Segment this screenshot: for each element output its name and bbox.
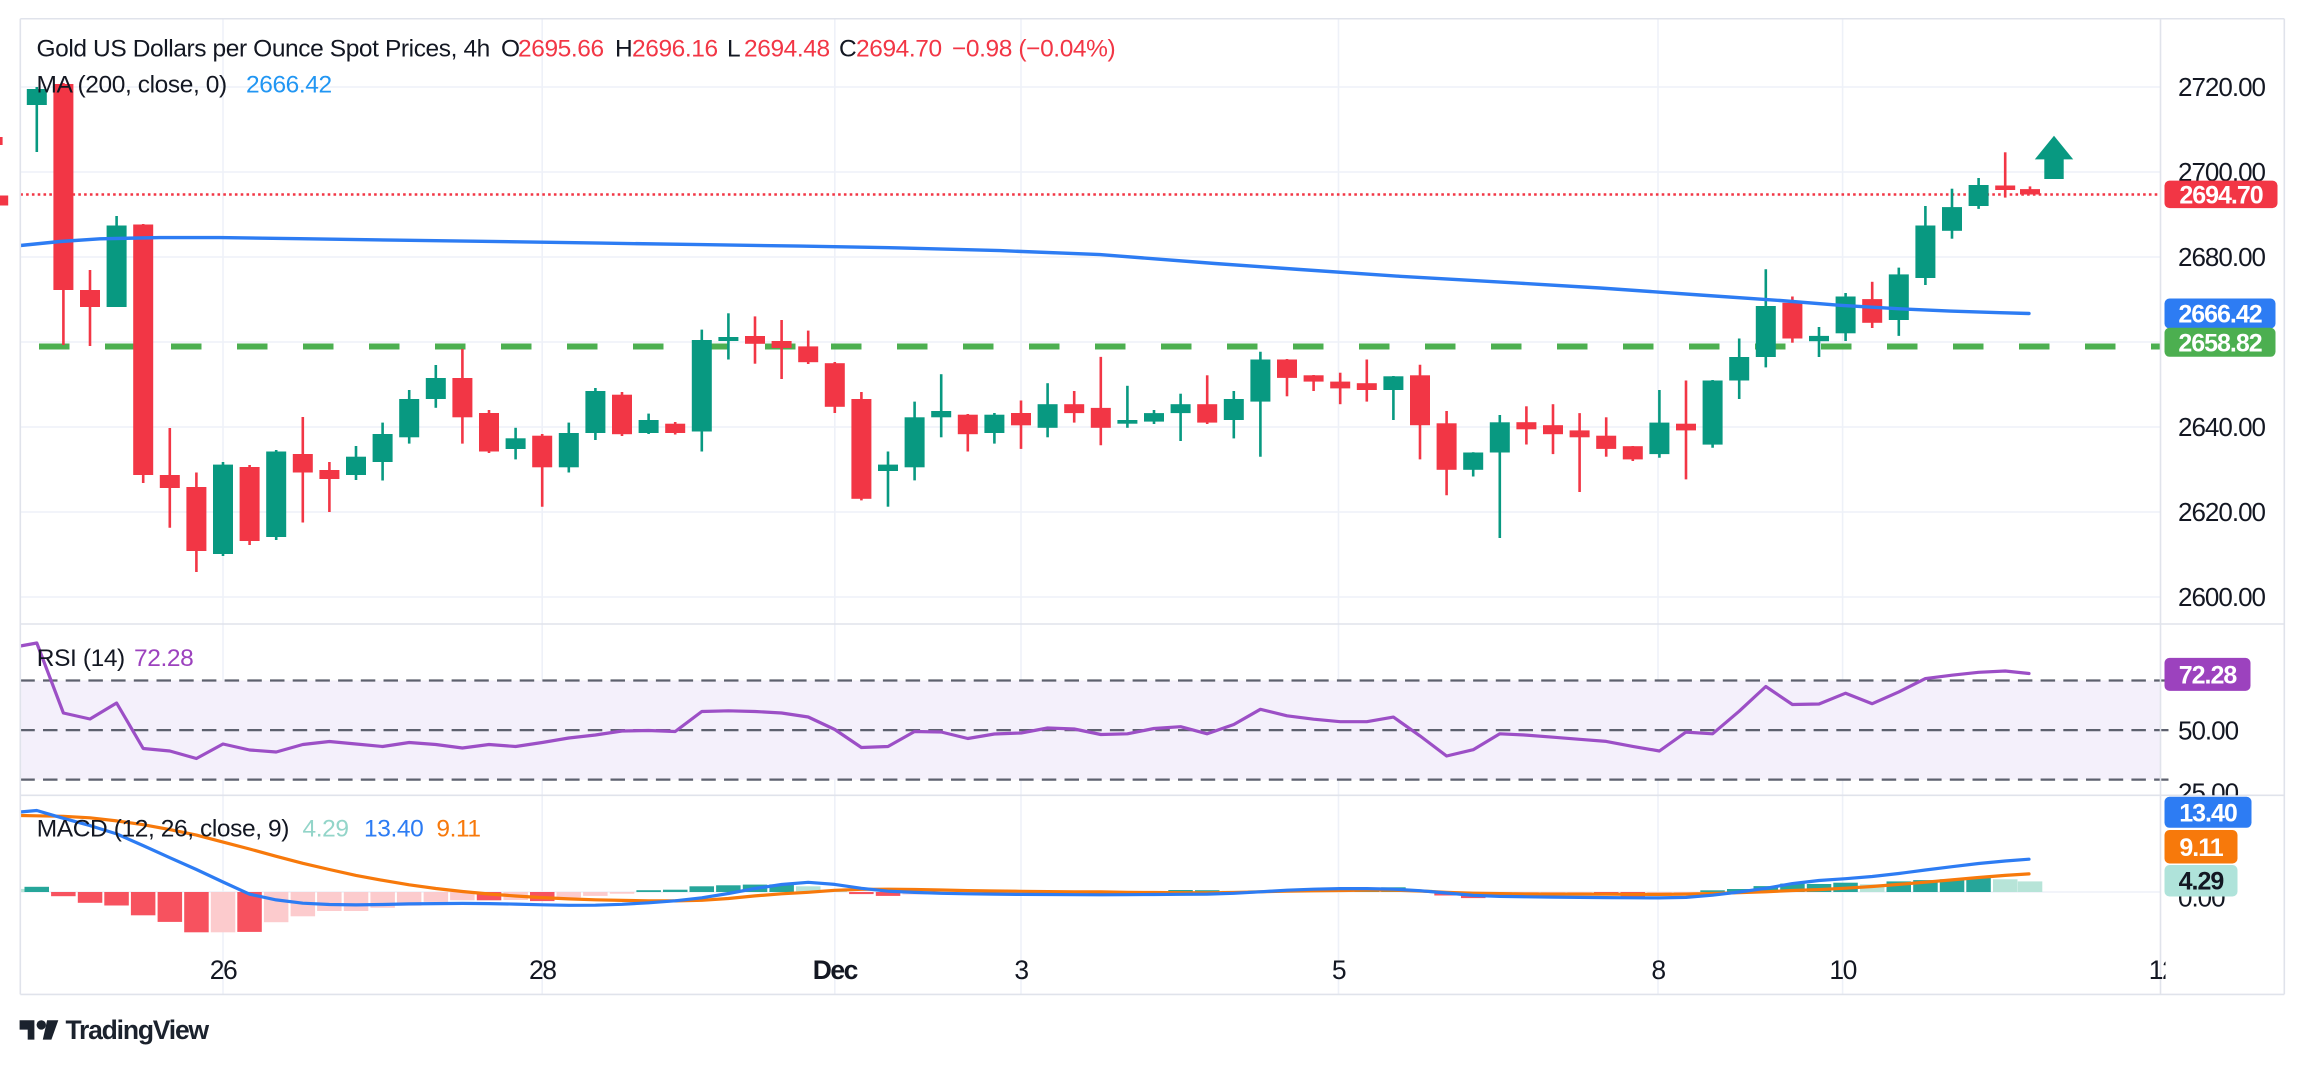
svg-text:8: 8 [1651,955,1665,985]
svg-text:2666.42: 2666.42 [246,72,332,99]
svg-text:2694.70: 2694.70 [2179,181,2262,209]
svg-text:3: 3 [1014,955,1028,985]
svg-text:72.28: 72.28 [134,645,193,672]
svg-text:2600.00: 2600.00 [2178,582,2266,612]
svg-text:50.00: 50.00 [2178,715,2239,745]
svg-text:2680.00: 2680.00 [2178,242,2266,272]
svg-text:4.29: 4.29 [2179,868,2224,896]
svg-text:TradingView: TradingView [66,1015,210,1045]
svg-text:Dec: Dec [813,955,858,985]
svg-text:26: 26 [210,955,237,985]
svg-text:12: 12 [2149,955,2176,985]
svg-text:−0.98 (−0.04%): −0.98 (−0.04%) [952,36,1115,63]
svg-text:28: 28 [529,955,556,985]
svg-text:72.28: 72.28 [2179,661,2238,689]
svg-text:10: 10 [1829,955,1856,985]
svg-text:4.29: 4.29 [303,816,349,843]
svg-text:13.40: 13.40 [2179,799,2237,827]
svg-text:2666.42: 2666.42 [2178,301,2261,329]
svg-text:RSI (14): RSI (14) [37,645,125,672]
svg-text:2620.00: 2620.00 [2178,497,2266,527]
svg-text:2640.00: 2640.00 [2178,412,2266,442]
svg-text:MA (200, close, 0): MA (200, close, 0) [37,72,227,99]
svg-text:Gold US Dollars per Ounce Spot: Gold US Dollars per Ounce Spot Prices, 4… [37,36,490,63]
svg-text:2695.66: 2695.66 [518,36,604,63]
svg-text:2658.82: 2658.82 [2178,329,2261,357]
svg-text:H: H [615,36,632,63]
svg-text:MACD (12, 26, close, 9): MACD (12, 26, close, 9) [37,816,289,843]
svg-text:2720.00: 2720.00 [2178,72,2266,102]
svg-text:25.00: 25.00 [2178,777,2239,807]
svg-text:9.11: 9.11 [2179,834,2223,862]
svg-text:2694.70: 2694.70 [856,36,942,63]
svg-text:2696.16: 2696.16 [632,36,718,63]
svg-text:L: L [727,36,740,63]
svg-text:5: 5 [1332,955,1346,985]
svg-text:2694.48: 2694.48 [744,36,830,63]
svg-text:C: C [839,36,856,63]
svg-text:9.11: 9.11 [436,816,480,843]
svg-text:13.40: 13.40 [364,816,423,843]
svg-text:O: O [501,36,520,63]
